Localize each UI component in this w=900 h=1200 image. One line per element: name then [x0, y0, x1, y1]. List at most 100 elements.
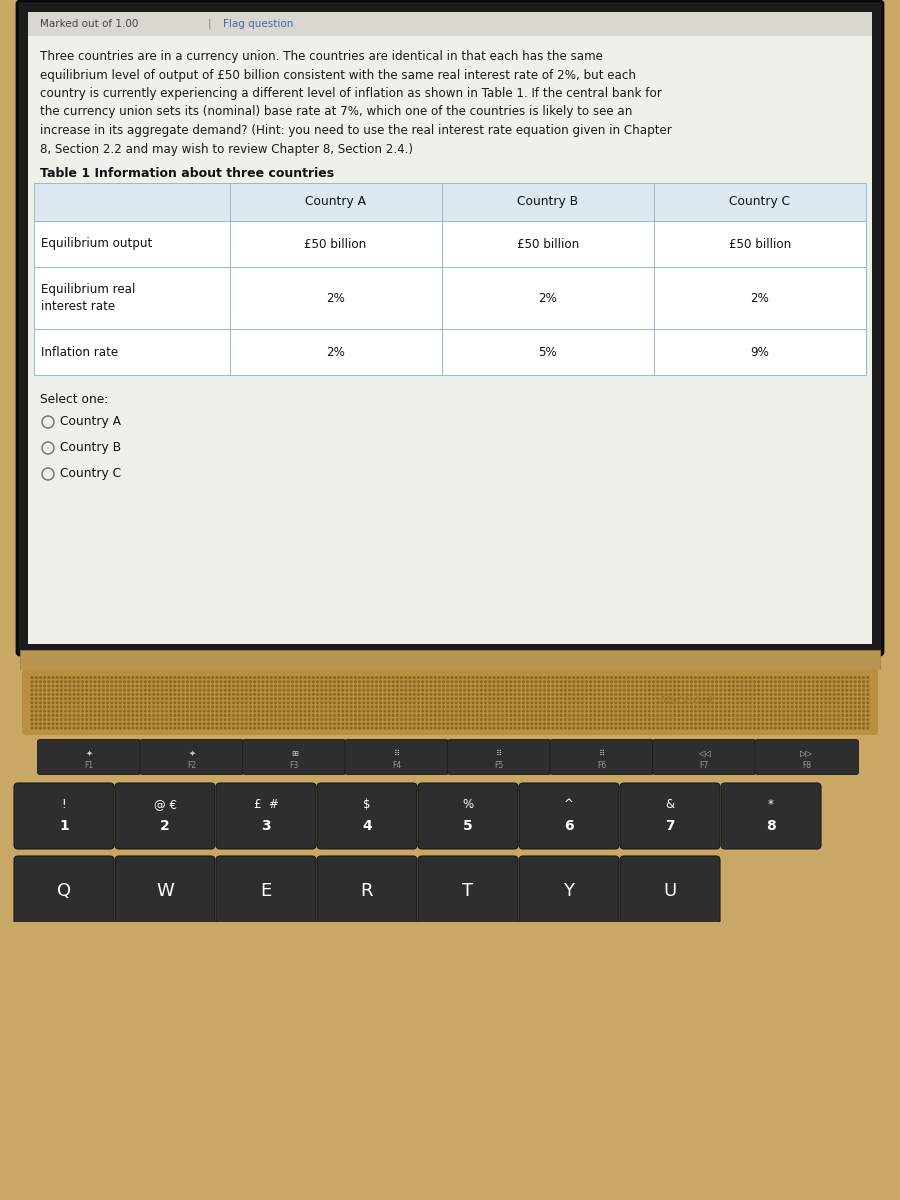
Circle shape: [460, 722, 462, 725]
Circle shape: [758, 714, 760, 716]
Circle shape: [435, 714, 436, 716]
Circle shape: [791, 685, 793, 686]
Circle shape: [800, 685, 802, 686]
Circle shape: [518, 714, 520, 716]
Circle shape: [813, 694, 814, 695]
Circle shape: [750, 689, 751, 691]
Circle shape: [791, 727, 793, 728]
Circle shape: [430, 722, 432, 725]
Circle shape: [636, 719, 638, 720]
Circle shape: [548, 710, 550, 712]
Circle shape: [850, 710, 852, 712]
Circle shape: [94, 719, 96, 720]
Circle shape: [246, 685, 248, 686]
Circle shape: [262, 694, 264, 695]
Circle shape: [94, 694, 96, 695]
Circle shape: [682, 722, 684, 725]
Circle shape: [191, 706, 193, 708]
Circle shape: [712, 685, 714, 686]
Circle shape: [745, 714, 747, 716]
Circle shape: [690, 710, 692, 712]
FancyBboxPatch shape: [442, 266, 653, 329]
Circle shape: [493, 697, 495, 700]
Circle shape: [699, 719, 701, 720]
Circle shape: [94, 689, 96, 691]
Circle shape: [325, 694, 327, 695]
FancyBboxPatch shape: [652, 739, 756, 774]
Circle shape: [400, 680, 402, 683]
Circle shape: [271, 702, 273, 703]
Circle shape: [359, 697, 361, 700]
Circle shape: [561, 680, 562, 683]
Circle shape: [430, 677, 432, 678]
Circle shape: [375, 710, 377, 712]
Circle shape: [329, 710, 331, 712]
Circle shape: [212, 719, 213, 720]
Circle shape: [649, 714, 651, 716]
Circle shape: [334, 714, 336, 716]
Circle shape: [136, 689, 138, 691]
Circle shape: [804, 697, 806, 700]
Circle shape: [796, 697, 797, 700]
Circle shape: [258, 702, 260, 703]
Circle shape: [304, 727, 306, 728]
Circle shape: [867, 727, 868, 728]
Circle shape: [82, 689, 84, 691]
Circle shape: [539, 694, 541, 695]
Circle shape: [334, 727, 336, 728]
Circle shape: [174, 694, 176, 695]
Circle shape: [518, 727, 520, 728]
Circle shape: [400, 710, 402, 712]
Circle shape: [636, 706, 638, 708]
Circle shape: [279, 702, 281, 703]
Circle shape: [657, 697, 659, 700]
Circle shape: [40, 710, 41, 712]
Circle shape: [186, 694, 188, 695]
FancyBboxPatch shape: [0, 670, 900, 732]
Circle shape: [426, 677, 428, 678]
Circle shape: [552, 706, 554, 708]
Circle shape: [476, 722, 478, 725]
Circle shape: [481, 719, 482, 720]
Circle shape: [397, 719, 399, 720]
Circle shape: [741, 714, 742, 716]
Circle shape: [32, 694, 33, 695]
Circle shape: [191, 727, 193, 728]
Circle shape: [166, 706, 167, 708]
Circle shape: [388, 697, 390, 700]
Circle shape: [355, 727, 356, 728]
Circle shape: [636, 697, 638, 700]
Circle shape: [652, 685, 654, 686]
Circle shape: [271, 680, 273, 683]
Circle shape: [375, 697, 377, 700]
Circle shape: [413, 677, 415, 678]
Circle shape: [220, 714, 222, 716]
Circle shape: [123, 702, 125, 703]
Circle shape: [657, 706, 659, 708]
Circle shape: [544, 689, 545, 691]
Circle shape: [329, 727, 331, 728]
Circle shape: [762, 697, 764, 700]
Circle shape: [48, 680, 50, 683]
Circle shape: [233, 719, 235, 720]
Circle shape: [32, 714, 33, 716]
Circle shape: [111, 714, 112, 716]
Circle shape: [229, 706, 230, 708]
Circle shape: [707, 722, 709, 725]
Circle shape: [405, 710, 407, 712]
Circle shape: [430, 727, 432, 728]
Circle shape: [766, 685, 768, 686]
Circle shape: [48, 719, 50, 720]
Circle shape: [254, 694, 256, 695]
Circle shape: [615, 680, 616, 683]
Circle shape: [632, 727, 634, 728]
Circle shape: [564, 702, 566, 703]
FancyBboxPatch shape: [442, 182, 653, 221]
Circle shape: [741, 685, 742, 686]
Circle shape: [77, 677, 79, 678]
Circle shape: [48, 722, 50, 725]
Circle shape: [552, 680, 554, 683]
Circle shape: [577, 706, 579, 708]
Circle shape: [77, 702, 79, 703]
Circle shape: [800, 702, 802, 703]
